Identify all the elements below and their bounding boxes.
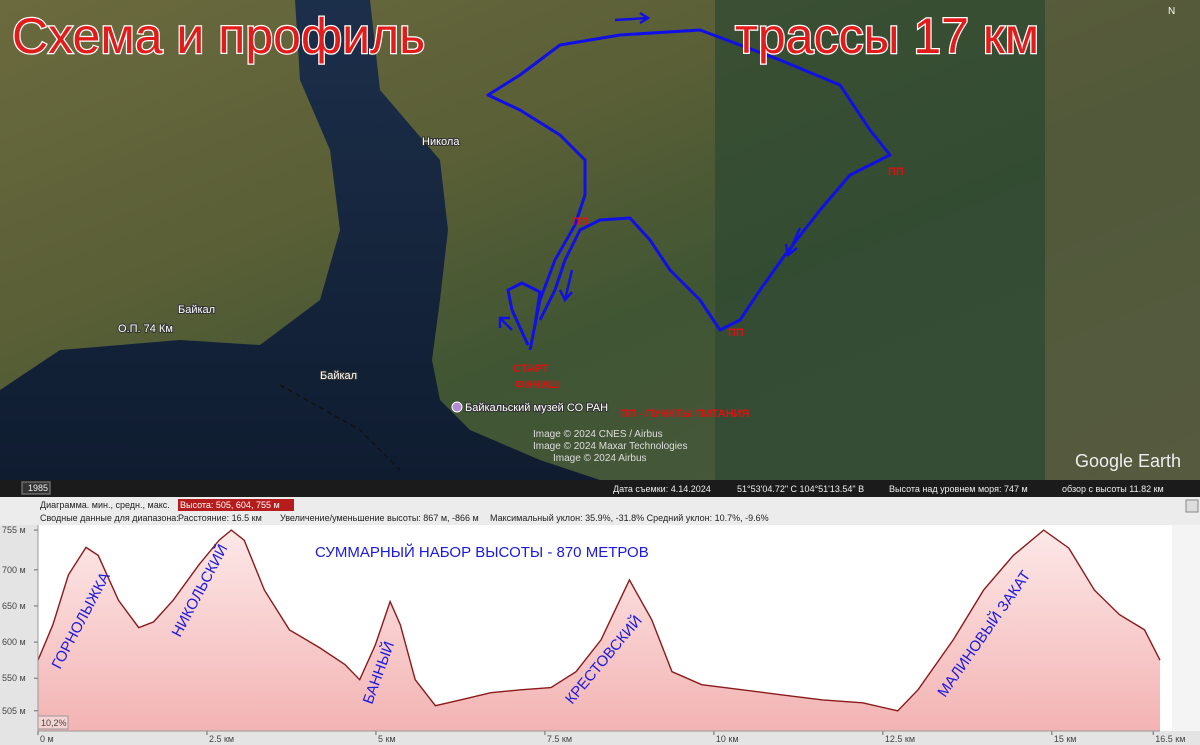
start-label: СТАРТ	[513, 363, 549, 375]
status-bar: 1985 Дата съемки: 4.14.2024 51°53'04.72"…	[0, 480, 1200, 497]
route-arrows	[498, 11, 802, 331]
boundary	[279, 384, 401, 471]
cursor-readout-text: 10,2%	[41, 718, 67, 728]
x-tick-label: 16.5 км	[1155, 734, 1185, 744]
food-point: ПП	[572, 216, 588, 228]
y-tick-label: 550 м	[2, 673, 26, 683]
x-tick-label: 10 км	[716, 734, 739, 744]
year: 1985	[28, 483, 48, 493]
logo: Google Earth	[1075, 451, 1181, 471]
route	[486, 28, 892, 351]
place-label: Байкальский музей СО РАН	[465, 402, 608, 414]
food-point: ПП	[888, 166, 904, 178]
y-tick-label: 755 м	[2, 525, 26, 535]
y-tick-label: 600 м	[2, 637, 26, 647]
credit: Image © 2024 Maxar Technologies	[533, 441, 688, 452]
cursor-readout	[37, 715, 69, 730]
x-tick-label: 7.5 км	[547, 734, 572, 744]
date: Дата съемки: 4.14.2024	[613, 484, 711, 494]
x-tick-label: 5 км	[378, 734, 396, 744]
y-tick-label: 650 м	[2, 601, 26, 611]
info-value: Максимальный уклон: 35.9%, -31.8% Средни…	[490, 513, 769, 523]
x-tick-label: 12.5 км	[885, 734, 915, 744]
imagery-tile	[1045, 0, 1200, 480]
food-point: ПП	[728, 327, 744, 339]
info-bar: Диаграмма. мин., средн., макс. Высота: 5…	[0, 497, 1200, 525]
place-label: Байкал	[320, 370, 357, 382]
lake	[0, 0, 600, 480]
x-tick-label: 0 м	[40, 734, 54, 744]
info-value: Увеличение/уменьшение высоты: 867 м, -86…	[280, 513, 479, 523]
info-label: Сводные данные для диапазона:	[40, 513, 179, 523]
coords: 51°53'04.72" С 104°51'13.54" В	[737, 484, 864, 494]
place-label: Никола	[422, 136, 460, 148]
x-tick-label: 2.5 км	[209, 734, 234, 744]
museum-icon[interactable]	[451, 401, 463, 413]
info-value: Расстояние: 16.5 км	[178, 513, 262, 523]
elevation-area	[38, 530, 1160, 731]
place-label: О.П. 74 Км	[118, 323, 173, 335]
scroll-area[interactable]	[1172, 525, 1200, 731]
map-title: трассы 17 км	[735, 8, 1039, 64]
elevation-line	[37, 529, 1161, 712]
x-tick-label: 15 км	[1054, 734, 1077, 744]
eye-altitude: обзор с высоты 11.82 км	[1062, 484, 1164, 494]
y-tick-label: 700 м	[2, 565, 26, 575]
altitude: Высота над уровнем моря: 747 м	[889, 484, 1028, 494]
y-tick-label: 505 м	[2, 706, 26, 716]
imagery-tile	[715, 0, 1045, 480]
place-label: Байкал	[178, 304, 215, 316]
info-value: Высота: 505, 604, 755 м	[180, 500, 280, 510]
y-axis-bg	[0, 525, 38, 745]
map-title: Схема и профиль	[12, 8, 425, 64]
compass[interactable]: N	[1168, 6, 1175, 17]
credit: Image © 2024 CNES / Airbus	[533, 429, 663, 440]
finish-label: ФИНИШ	[515, 379, 559, 391]
history-button[interactable]	[21, 481, 51, 495]
status-bg	[0, 480, 1200, 497]
x-axis-bg	[0, 731, 1200, 745]
info-label: Диаграмма. мин., средн., макс.	[40, 500, 170, 510]
credit: Image © 2024 Airbus	[553, 453, 647, 464]
legend: ПП - ПУНКТЫ ПИТАНИЯ	[620, 408, 749, 420]
elevation-profile: 755 м 700 м 650 м 600 м 550 м 505 м 0 м 2.5 км 5…	[0, 525, 1200, 745]
annotation: СУММАРНЫЙ НАБОР ВЫСОТЫ - 870 МЕТРОВ	[315, 543, 649, 561]
map[interactable]: Схема и профиль трассы 17 км N Никола Ба…	[0, 0, 1200, 480]
info-highlight[interactable]	[178, 499, 294, 511]
close-button[interactable]	[1185, 499, 1199, 513]
